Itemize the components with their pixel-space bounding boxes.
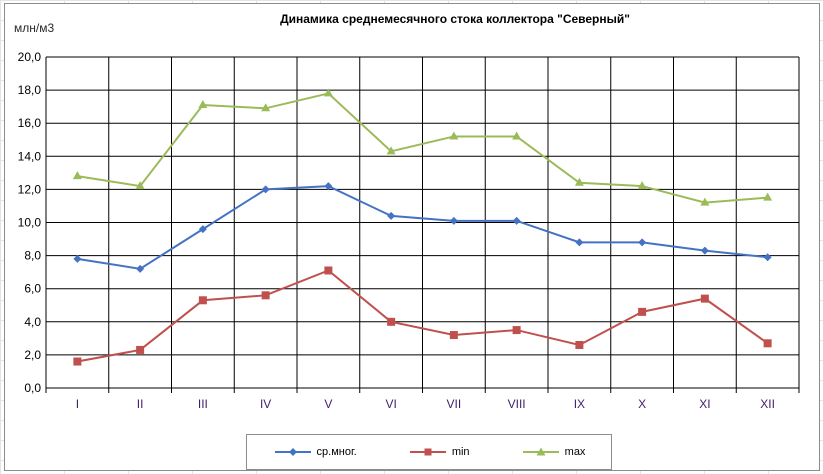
data-point-max[interactable]	[512, 131, 522, 140]
legend-item[interactable]: ср.мног.	[273, 446, 357, 458]
data-point-min[interactable]	[261, 291, 270, 300]
y-tick-label: 16,0	[18, 116, 42, 130]
data-point-series-0[interactable]	[512, 216, 521, 225]
y-axis-unit-label: млн/м3	[14, 21, 55, 35]
data-point-max[interactable]	[574, 177, 584, 186]
y-tick-label: 12,0	[18, 182, 42, 196]
data-point-series-0[interactable]	[198, 225, 207, 234]
data-point-max[interactable]	[637, 181, 647, 190]
x-tick-label: IX	[574, 397, 585, 411]
data-point-min[interactable]	[575, 340, 584, 349]
data-point-series-0[interactable]	[638, 238, 647, 247]
data-point-min[interactable]	[387, 317, 396, 326]
x-tick-label: VIII	[508, 397, 526, 411]
x-tick-label: XII	[760, 397, 775, 411]
y-tick-label: 6,0	[24, 282, 41, 296]
data-point-series-0[interactable]	[136, 264, 145, 273]
data-point-max[interactable]	[198, 99, 208, 108]
chart-title: Динамика среднемесячного стока коллектор…	[280, 12, 630, 26]
data-point-min[interactable]	[700, 294, 709, 303]
x-tick-label: V	[324, 397, 332, 411]
data-point-min[interactable]	[512, 326, 521, 335]
legend-swatch	[274, 448, 311, 456]
data-point-series-0[interactable]	[763, 253, 772, 262]
data-point-series-0[interactable]	[387, 211, 396, 220]
data-point-min[interactable]	[449, 331, 458, 340]
x-tick-label: VII	[447, 397, 462, 411]
series-line-series-0[interactable]	[77, 185, 768, 270]
data-point-series-0[interactable]	[700, 246, 709, 255]
series-line-min[interactable]	[77, 269, 769, 363]
legend-item[interactable]: min	[408, 446, 470, 458]
y-tick-label: 8,0	[24, 249, 41, 263]
legend[interactable]: ср.мног. min max	[246, 434, 612, 470]
plot-area[interactable]: 0,0 2,0 4,0 6,0 8,0 10,0 12,0 14,0 16,0 18,0 20,0 I…	[5, 4, 819, 470]
legend-item[interactable]: max	[521, 446, 586, 458]
data-point-min[interactable]	[638, 307, 647, 316]
x-tick-label: IV	[260, 397, 271, 411]
data-point-min[interactable]	[198, 296, 207, 305]
data-point-max[interactable]	[135, 181, 145, 190]
legend-swatch	[409, 448, 446, 456]
y-tick-label: 0,0	[24, 381, 41, 395]
y-tick-label: 4,0	[24, 315, 41, 329]
data-point-series-0[interactable]	[324, 182, 333, 191]
y-tick-label: 10,0	[18, 216, 42, 230]
series-line-max[interactable]	[77, 92, 768, 204]
data-point-min[interactable]	[763, 339, 772, 348]
data-point-max[interactable]	[700, 197, 710, 206]
legend-label: min	[451, 446, 470, 458]
data-point-series-0[interactable]	[261, 185, 270, 194]
y-tick-label: 2,0	[24, 348, 41, 362]
y-tick-label: 18,0	[18, 83, 42, 97]
data-point-series-0[interactable]	[575, 238, 584, 247]
data-point-max[interactable]	[261, 103, 271, 112]
data-point-min[interactable]	[136, 345, 145, 354]
data-point-max[interactable]	[449, 131, 459, 140]
x-tick-label: VI	[385, 397, 396, 411]
data-point-series-0[interactable]	[449, 216, 458, 225]
y-tick-label: 20,0	[18, 50, 42, 64]
x-tick-label: III	[198, 397, 208, 411]
chart-area[interactable]: Динамика среднемесячного стока коллектор…	[4, 3, 820, 471]
legend-label: max	[564, 446, 586, 458]
data-point-min[interactable]	[324, 266, 333, 275]
y-tick-label: 14,0	[18, 149, 42, 163]
x-tick-label: I	[76, 397, 79, 411]
legend-label: ср.мног.	[316, 446, 357, 458]
data-point-max[interactable]	[72, 171, 82, 180]
x-tick-label: XI	[699, 397, 710, 411]
data-point-series-0[interactable]	[73, 254, 82, 263]
data-point-max[interactable]	[386, 146, 396, 155]
data-point-min[interactable]	[73, 357, 82, 366]
data-point-max[interactable]	[763, 192, 773, 201]
data-point-max[interactable]	[323, 88, 333, 97]
legend-swatch	[522, 447, 559, 456]
x-tick-label: X	[638, 397, 646, 411]
x-tick-label: II	[137, 397, 144, 411]
